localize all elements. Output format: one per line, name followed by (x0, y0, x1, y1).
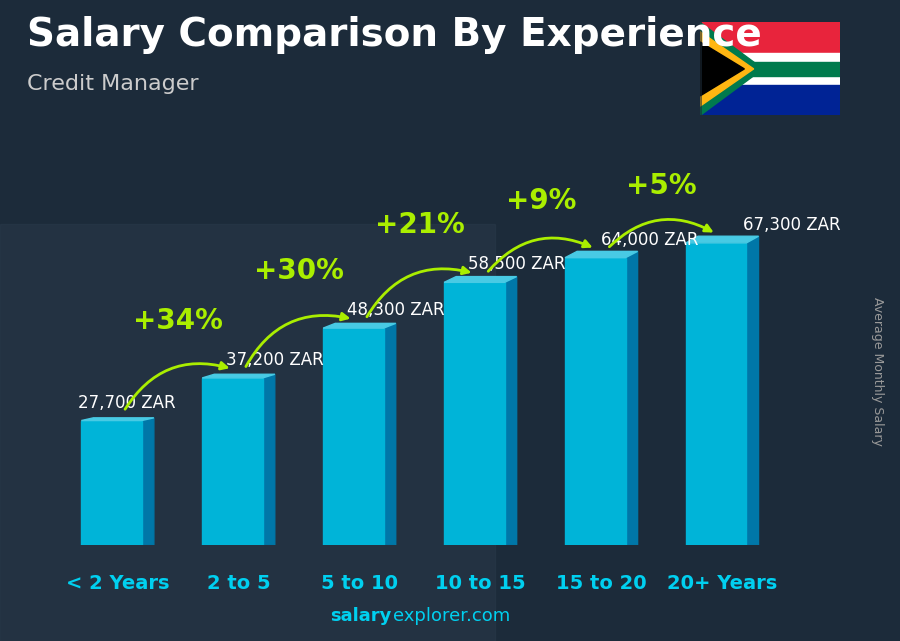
Polygon shape (323, 323, 396, 328)
Polygon shape (444, 276, 517, 282)
Polygon shape (383, 323, 396, 545)
Text: Average Monthly Salary: Average Monthly Salary (871, 297, 884, 446)
Text: Credit Manager: Credit Manager (27, 74, 199, 94)
Polygon shape (142, 418, 154, 545)
Bar (81, 420, 142, 545)
Text: salary: salary (330, 607, 392, 625)
Text: +21%: +21% (375, 212, 464, 239)
Polygon shape (505, 276, 517, 545)
Polygon shape (700, 31, 753, 106)
Polygon shape (700, 22, 763, 115)
Text: +34%: +34% (133, 307, 223, 335)
Text: 15 to 20: 15 to 20 (556, 574, 646, 592)
Bar (323, 328, 383, 545)
Polygon shape (686, 237, 759, 243)
Bar (0, 224, 495, 641)
Text: +30%: +30% (254, 257, 344, 285)
Bar (202, 378, 263, 545)
Bar (700, 85, 840, 115)
Bar (700, 62, 840, 76)
Bar (444, 282, 505, 545)
Text: 37,200 ZAR: 37,200 ZAR (227, 351, 324, 369)
Text: < 2 Years: < 2 Years (66, 574, 169, 592)
Text: Salary Comparison By Experience: Salary Comparison By Experience (27, 16, 761, 54)
Text: 67,300 ZAR: 67,300 ZAR (742, 216, 841, 234)
Polygon shape (565, 251, 637, 258)
Text: 48,300 ZAR: 48,300 ZAR (347, 301, 445, 319)
Text: 64,000 ZAR: 64,000 ZAR (601, 231, 698, 249)
Polygon shape (700, 42, 744, 96)
Bar (700, 22, 840, 54)
Text: 20+ Years: 20+ Years (667, 574, 778, 592)
Text: 5 to 10: 5 to 10 (321, 574, 398, 592)
Text: 2 to 5: 2 to 5 (207, 574, 270, 592)
Text: 58,500 ZAR: 58,500 ZAR (468, 255, 566, 273)
Bar (686, 243, 746, 545)
Text: 27,700 ZAR: 27,700 ZAR (77, 394, 176, 412)
Polygon shape (626, 251, 637, 545)
Polygon shape (202, 374, 274, 378)
Text: +5%: +5% (626, 172, 698, 200)
Polygon shape (81, 418, 154, 420)
Polygon shape (263, 374, 274, 545)
Text: explorer.com: explorer.com (393, 607, 510, 625)
Text: 10 to 15: 10 to 15 (435, 574, 526, 592)
Bar (565, 258, 626, 545)
Polygon shape (746, 237, 759, 545)
Bar (700, 53, 840, 86)
Text: +9%: +9% (506, 187, 576, 215)
